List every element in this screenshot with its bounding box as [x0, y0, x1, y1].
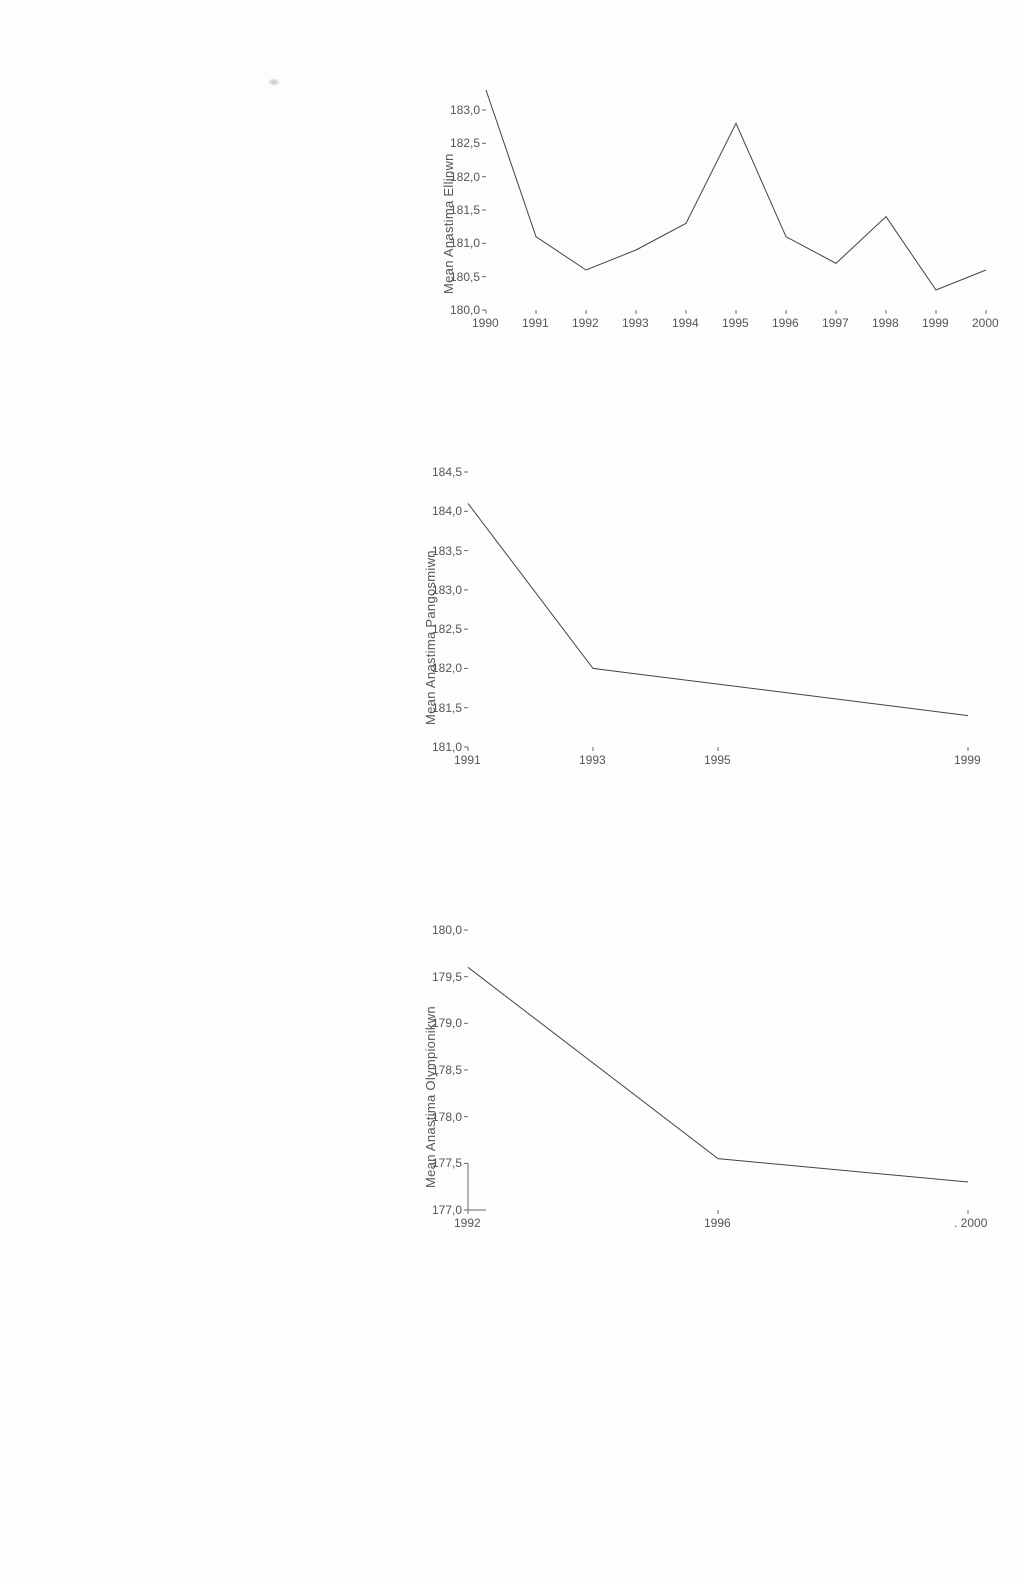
- x-tick-label: 1991: [522, 316, 549, 330]
- x-tick-label: 1992: [572, 316, 599, 330]
- y-tick-label: 182,0: [450, 170, 480, 184]
- y-tick-label: 183,0: [432, 583, 462, 597]
- x-tick-label: 1995: [722, 316, 749, 330]
- y-tick-label: 184,0: [432, 504, 462, 518]
- y-tick-label: 181,0: [432, 740, 462, 754]
- chart-pangosmiwn-svg: [468, 472, 968, 747]
- x-tick-label: 1999: [954, 753, 981, 767]
- y-tick-label: 183,0: [450, 103, 480, 117]
- y-tick-label: 181,0: [450, 236, 480, 250]
- chart-ellinwn: Mean Anastima Ellinwn 180,0180,5181,0181…: [426, 100, 986, 360]
- x-tick-label: 1996: [704, 1216, 731, 1230]
- y-tick-label: 182,5: [432, 622, 462, 636]
- y-tick-label: 181,5: [432, 701, 462, 715]
- chart-pangosmiwn: Mean Anastima Pangosmiwn 181,0 181,5 182,0…: [388, 462, 983, 792]
- page: { "page": { "width": 1024, "height": 158…: [0, 0, 1024, 1583]
- chart-olympionikwn-svg: [468, 930, 968, 1210]
- x-tick-label: 1991: [454, 753, 481, 767]
- y-tick-label: 180,0: [450, 303, 480, 317]
- x-tick-label: 1990: [472, 316, 499, 330]
- x-tick-label: 1998: [872, 316, 899, 330]
- data-line: [468, 503, 968, 715]
- data-line: [468, 967, 968, 1182]
- chart-pangosmiwn-ylabel: Mean Anastima Pangosmiwn: [423, 550, 438, 725]
- x-tick-label: 1996: [772, 316, 799, 330]
- y-tick-label: 179,5: [432, 970, 462, 984]
- x-tick-label: 1993: [622, 316, 649, 330]
- y-tick-label: 181,5: [450, 203, 480, 217]
- y-tick-label: 178,5: [432, 1063, 462, 1077]
- y-tick-label: 184,5: [432, 465, 462, 479]
- chart-olympionikwn-plot: [468, 930, 968, 1210]
- scan-smudge: [268, 78, 280, 86]
- y-tick-label: 179,0: [432, 1016, 462, 1030]
- x-tick-label: 1992: [454, 1216, 481, 1230]
- data-line: [486, 90, 986, 290]
- x-tick-label: . 2000: [954, 1216, 987, 1230]
- y-tick-label: 182,5: [450, 136, 480, 150]
- chart-ellinwn-plot: [486, 110, 986, 310]
- y-tick-label: 180,5: [450, 270, 480, 284]
- y-tick-label: 183,5: [432, 544, 462, 558]
- y-tick-label: 178,0: [432, 1110, 462, 1124]
- x-tick-label: 1993: [579, 753, 606, 767]
- x-tick-label: 1994: [672, 316, 699, 330]
- y-tick-label: 180,0: [432, 923, 462, 937]
- chart-ellinwn-svg: [486, 110, 986, 310]
- y-tick-label: 177,0: [432, 1203, 462, 1217]
- chart-pangosmiwn-plot: [468, 472, 968, 747]
- y-tick-label: 182,0: [432, 661, 462, 675]
- x-tick-label: 2000: [972, 316, 999, 330]
- chart-olympionikwn: Mean Anastima Olympionikwn 177,0177,5178…: [388, 920, 983, 1260]
- x-tick-label: 1995: [704, 753, 731, 767]
- x-tick-label: 1997: [822, 316, 849, 330]
- y-tick-label: 177,5: [432, 1156, 462, 1170]
- x-tick-label: 1999: [922, 316, 949, 330]
